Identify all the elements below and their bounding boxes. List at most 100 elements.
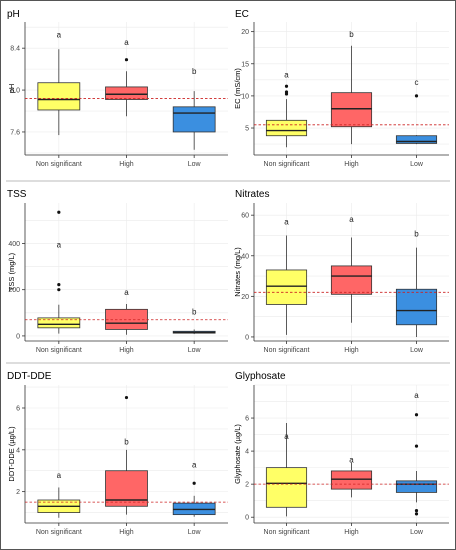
box: [265, 467, 308, 508]
x-tick-label: High: [344, 347, 359, 354]
x-tick-label: Non significant: [264, 529, 310, 536]
group-letter: a: [414, 391, 419, 400]
group-letter: b: [192, 308, 197, 317]
outlier-point: [192, 481, 196, 485]
y-tick-label: 8.0: [10, 88, 20, 95]
x-tick-label: High: [344, 529, 359, 536]
outlier-point: [414, 512, 419, 516]
y-tick-label: 20: [241, 29, 249, 36]
x-tick-label: Non significant: [36, 347, 82, 354]
x-tick-label: High: [344, 161, 359, 168]
box: [105, 470, 148, 507]
x-tick-label: High: [119, 347, 134, 354]
x-tick-label: Low: [410, 347, 424, 354]
panel-nitrates: Nitrates 0 20 40 60 Nitrates (mg/L) Non signif…: [233, 189, 449, 354]
x-tick-label: Non significant: [264, 347, 310, 354]
panel-title: Nitrates: [235, 189, 269, 200]
outlier-point: [57, 210, 61, 214]
y-axis-label: TSS (mg/L): [7, 252, 16, 291]
group-letter: a: [349, 215, 354, 224]
group-letter: b: [192, 67, 197, 76]
x-tick-label: High: [119, 161, 134, 168]
y-tick-label: 20: [241, 294, 249, 301]
box: [37, 82, 81, 111]
group-letter: b: [349, 30, 354, 39]
x-tick-label: Low: [410, 161, 424, 168]
group-letter: c: [415, 78, 419, 87]
panel-ddt-dde: DDT-DDE 2 4 6 DDT-DDE (µg/L) Non significant H…: [7, 371, 228, 536]
y-tick-label: 5: [245, 126, 249, 133]
box: [330, 470, 373, 490]
outlier-point: [284, 84, 289, 88]
y-tick-label: 7.6: [10, 129, 20, 136]
y-tick-label: 6: [16, 406, 20, 413]
outlier-point: [124, 395, 129, 400]
y-tick-label: 60: [241, 213, 249, 220]
outlier-point: [57, 288, 61, 292]
outlier-point: [124, 58, 129, 62]
x-tick-label: Non significant: [264, 161, 310, 168]
y-tick-label: 0: [245, 334, 249, 341]
box: [172, 106, 216, 133]
x-tick-label: Low: [188, 529, 202, 536]
group-letter: a: [349, 455, 354, 464]
x-tick-label: Non significant: [36, 529, 82, 536]
y-tick-label: 200: [8, 287, 20, 294]
outlier-point: [414, 444, 419, 448]
y-tick-label: 4: [16, 447, 20, 454]
box: [265, 119, 308, 137]
y-tick-label: 15: [241, 61, 249, 68]
panel-title: pH: [7, 9, 20, 20]
outlier-point: [414, 509, 419, 513]
y-tick-label: 10: [241, 93, 249, 100]
x-tick-label: Non significant: [36, 161, 82, 168]
group-letter: a: [284, 217, 289, 226]
box: [395, 135, 438, 144]
panel-tss: TSS 0 200 400 TSS (mg/L) Non significant High L…: [7, 189, 228, 354]
group-letter: a: [192, 460, 197, 469]
group-letter: a: [124, 288, 129, 297]
box: [37, 317, 81, 329]
panel-ec: EC 5 10 15 20 EC (mS/cm) Non significant High Lo…: [233, 9, 449, 168]
panel-ph: pH 7.6 8.0 8.4 pH Non significant High Low a a b: [7, 9, 228, 168]
box: [395, 288, 438, 326]
y-tick-label: 2: [16, 489, 20, 496]
panel-title: EC: [235, 9, 249, 20]
x-tick-label: High: [119, 529, 134, 536]
y-axis-label: pH: [7, 84, 16, 94]
x-tick-label: Low: [188, 161, 202, 168]
x-tick-label: Low: [188, 347, 202, 354]
group-letter: a: [57, 31, 62, 40]
x-tick-label: Low: [410, 529, 424, 536]
box: [330, 92, 373, 128]
y-tick-label: 40: [241, 253, 249, 260]
y-tick-label: 8.4: [10, 46, 20, 53]
y-tick-label: 0: [16, 333, 20, 340]
outlier-point: [57, 282, 61, 287]
box: [105, 86, 148, 100]
outlier-point: [414, 413, 419, 417]
outlier-point: [284, 90, 289, 94]
group-letter: a: [57, 471, 62, 480]
group-letter: a: [284, 71, 289, 80]
y-tick-label: 4: [245, 449, 249, 456]
box: [395, 480, 438, 493]
box: [330, 265, 373, 295]
y-tick-label: 400: [8, 241, 20, 248]
outlier-point: [414, 94, 419, 98]
panel-title: TSS: [7, 189, 27, 200]
y-tick-label: 0: [245, 515, 249, 522]
y-axis-label: DDT-DDE (µg/L): [7, 426, 16, 482]
group-letter: b: [124, 437, 129, 446]
y-axis-label: Nitrates (mg/L): [233, 247, 242, 297]
group-letter: a: [124, 38, 129, 47]
y-axis-label: EC (mS/cm): [233, 68, 242, 109]
group-letter: b: [414, 229, 419, 238]
panel-title: Glyphosate: [235, 371, 286, 382]
group-letter: a: [284, 432, 289, 441]
box: [265, 269, 308, 305]
panel-title: DDT-DDE: [7, 371, 52, 382]
group-letter: a: [57, 241, 62, 250]
